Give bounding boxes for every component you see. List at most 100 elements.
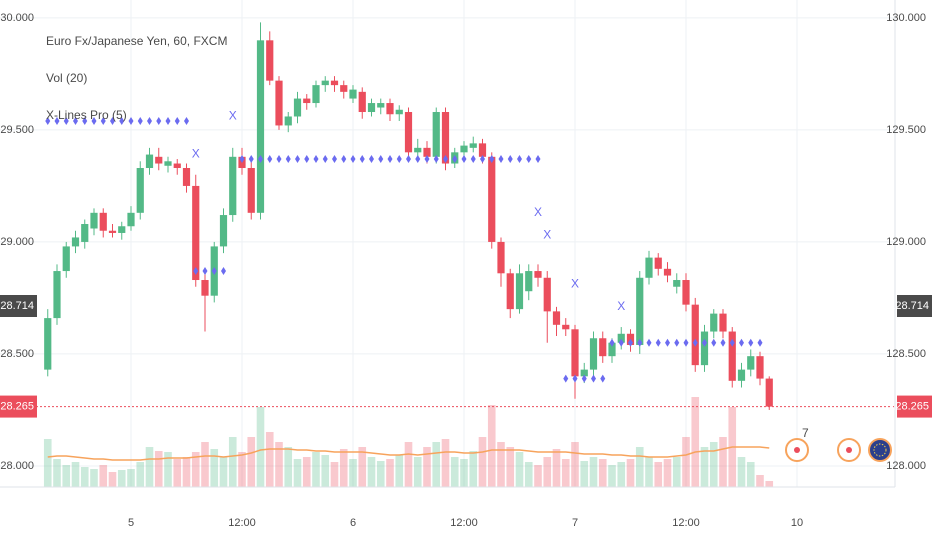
volume-bar [164, 452, 172, 487]
level-marker [137, 116, 143, 125]
legend-symbol: Euro Fx/Japanese Yen, 60, FXCM [46, 34, 227, 48]
candle-body [136, 168, 144, 213]
candle-body [589, 338, 598, 370]
level-marker [73, 116, 78, 125]
level-marker [618, 338, 624, 347]
level-marker [489, 155, 495, 164]
candle-body [229, 156, 237, 216]
candle-body [469, 143, 477, 148]
volume-bar [265, 432, 274, 487]
level-marker [702, 338, 707, 347]
volume-bar [108, 472, 117, 487]
volume-bar [117, 470, 126, 487]
x-mark: X [543, 227, 551, 241]
candle-body [765, 378, 773, 407]
candle-body [266, 40, 274, 81]
volume-bar [691, 397, 700, 487]
grid [0, 0, 895, 487]
volume-bar [672, 457, 681, 487]
volume-bar [127, 469, 135, 487]
candle-body [414, 147, 422, 153]
volume-bar [561, 459, 570, 487]
volume-bar [682, 437, 690, 487]
volume-bar [321, 455, 330, 487]
crosshair-price-box [0, 294, 37, 317]
y-tick-label: 128.500 [886, 348, 926, 360]
volume-bar [43, 439, 52, 487]
level-marker [332, 155, 337, 164]
candle-body [44, 318, 52, 370]
level-marker [665, 338, 670, 347]
candle-body [201, 280, 209, 296]
volume-bar [700, 447, 709, 487]
level-marker [100, 116, 106, 125]
volume-bar [617, 462, 626, 487]
level-marker [600, 374, 606, 383]
volume-bar [497, 442, 505, 487]
volume-bar [191, 452, 200, 487]
level-marker [535, 155, 541, 164]
level-marker [54, 116, 60, 125]
legend-indicator: X-Lines Pro (5) [46, 108, 127, 122]
level-marker [748, 338, 754, 347]
volume-bar [413, 457, 422, 487]
candle-body [293, 98, 302, 117]
volume-bar [293, 459, 302, 487]
volume-bar [478, 437, 487, 487]
volume-bar [219, 457, 228, 487]
y-tick-label: 129.500 [886, 124, 926, 136]
event-stars [873, 443, 887, 457]
level-marker [193, 267, 199, 276]
y-tick-label: 129.000 [886, 236, 926, 248]
candle-body [747, 356, 755, 370]
volume-bar [552, 449, 561, 487]
volume-bar [423, 447, 431, 487]
level-marker [591, 374, 596, 383]
volume-bar [709, 442, 718, 487]
level-marker [147, 116, 152, 125]
legend-volume: Vol (20) [46, 71, 87, 85]
volume-bar [339, 449, 348, 487]
volume-bar [136, 462, 145, 487]
level-marker [165, 116, 171, 125]
level-marker [739, 338, 744, 347]
candle-body [534, 271, 542, 278]
volume-bar [543, 457, 552, 487]
candle-body [756, 356, 764, 379]
level-marker [443, 155, 448, 164]
crosshair-price-label: 128.714 [0, 300, 34, 312]
volume-bar [201, 442, 209, 487]
x-mark: X [617, 299, 625, 313]
last-price-box [0, 395, 37, 418]
x-tick-label: 7 [572, 517, 578, 529]
volume-bar [145, 447, 154, 487]
level-marker [452, 155, 458, 164]
candle-body [562, 324, 570, 330]
volume-bar [349, 459, 357, 487]
level-marker [637, 338, 643, 347]
y-tick-label: 128.000 [0, 460, 34, 472]
level-marker [517, 155, 522, 164]
candle-body [312, 85, 320, 104]
candle-body [275, 80, 283, 126]
candle-body [71, 237, 80, 247]
event-icon[interactable] [868, 438, 892, 462]
y-tick-label: 130.000 [886, 12, 926, 24]
level-marker [202, 267, 208, 276]
level-marker [646, 338, 652, 347]
volume-bar [228, 437, 237, 487]
level-marker [480, 155, 485, 164]
level-marker [248, 155, 254, 164]
candle-body [386, 103, 394, 115]
volume-bar [441, 439, 450, 487]
level-marker [424, 155, 430, 164]
y-tick-label: 128.500 [0, 348, 34, 360]
last-price-label: 128.265 [889, 400, 929, 412]
level-marker [711, 338, 717, 347]
volume-bar [386, 459, 394, 487]
y-tick-label: 128.000 [886, 460, 926, 472]
level-marker [396, 155, 402, 164]
level-marker [285, 155, 291, 164]
volume-bar [737, 457, 746, 487]
